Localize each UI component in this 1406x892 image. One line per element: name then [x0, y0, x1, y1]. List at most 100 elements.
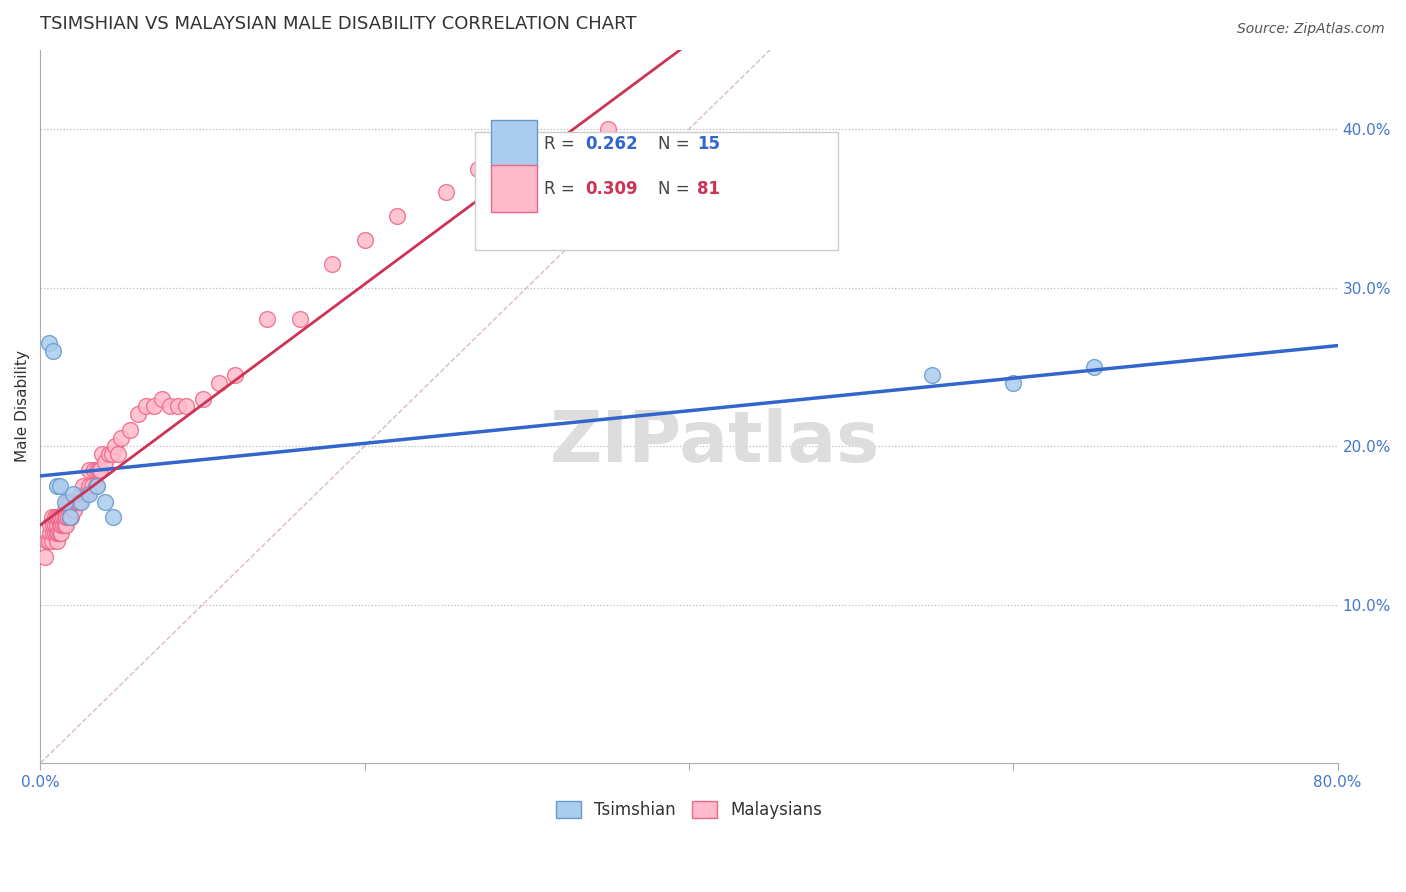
Point [45, 534, 67, 549]
Point [45, 510, 67, 524]
Point [159, 400, 181, 414]
Text: 81: 81 [697, 180, 720, 198]
Point [53, 518, 76, 533]
Point [39, 518, 62, 533]
Point [42, 518, 65, 533]
Text: Source: ZipAtlas.com: Source: ZipAtlas.com [1237, 22, 1385, 37]
Text: 0.262: 0.262 [585, 135, 638, 153]
Point [49, 518, 72, 533]
Point [353, 233, 375, 247]
Point [67, 494, 90, 508]
Point [56, 494, 79, 508]
Point [100, 447, 122, 461]
Point [41, 510, 63, 524]
Point [87, 463, 110, 477]
Text: 0.309: 0.309 [585, 180, 638, 198]
Point [38, 534, 60, 549]
Point [44, 518, 66, 533]
Point [921, 368, 943, 382]
Text: R =: R = [544, 180, 579, 198]
Point [53, 494, 76, 508]
Point [208, 376, 231, 390]
Point [49, 479, 72, 493]
Point [288, 312, 311, 326]
Point [46, 526, 69, 541]
Point [118, 423, 141, 437]
Point [42, 344, 65, 359]
Point [49, 526, 72, 541]
Point [63, 502, 86, 516]
Point [110, 431, 132, 445]
Point [385, 209, 408, 223]
Point [51, 510, 73, 524]
Point [167, 400, 190, 414]
Text: R =: R = [544, 135, 579, 153]
Point [83, 463, 105, 477]
Text: N =: N = [658, 135, 695, 153]
Y-axis label: Male Disability: Male Disability [15, 351, 30, 462]
Point [44, 526, 66, 541]
Point [65, 494, 87, 508]
Point [42, 526, 65, 541]
Point [678, 202, 700, 216]
Point [75, 486, 97, 500]
Point [150, 392, 173, 406]
Point [45, 518, 67, 533]
Point [103, 510, 125, 524]
Point [142, 400, 165, 414]
Point [45, 479, 67, 493]
Point [51, 526, 73, 541]
Point [62, 494, 84, 508]
Point [77, 486, 100, 500]
Point [41, 534, 63, 549]
Text: N =: N = [658, 180, 695, 198]
Point [56, 510, 79, 524]
Point [38, 336, 60, 351]
FancyBboxPatch shape [475, 132, 838, 250]
Point [59, 510, 82, 524]
Point [34, 550, 56, 565]
Point [191, 392, 214, 406]
Text: ZIPatlas: ZIPatlas [550, 408, 880, 476]
Point [1083, 359, 1105, 374]
Point [45, 526, 67, 541]
Legend: Tsimshian, Malaysians: Tsimshian, Malaysians [548, 795, 830, 826]
Point [70, 494, 93, 508]
Point [176, 400, 198, 414]
Point [91, 447, 114, 461]
Point [94, 455, 117, 469]
Point [66, 494, 89, 508]
Point [77, 479, 100, 493]
Point [46, 510, 69, 524]
Point [135, 400, 157, 414]
Point [52, 518, 75, 533]
Point [499, 153, 522, 168]
Point [70, 486, 93, 500]
Point [107, 447, 129, 461]
Point [55, 518, 77, 533]
Point [51, 518, 73, 533]
Point [97, 447, 120, 461]
Text: 15: 15 [697, 135, 720, 153]
Point [1002, 376, 1025, 390]
Point [52, 510, 75, 524]
Point [44, 510, 66, 524]
Point [86, 479, 108, 493]
Point [434, 186, 457, 200]
Point [53, 510, 76, 524]
Point [59, 494, 82, 508]
Point [77, 463, 100, 477]
Point [59, 510, 82, 524]
FancyBboxPatch shape [491, 120, 537, 168]
Point [321, 257, 343, 271]
Point [104, 439, 127, 453]
Text: TSIMSHIAN VS MALAYSIAN MALE DISABILITY CORRELATION CHART: TSIMSHIAN VS MALAYSIAN MALE DISABILITY C… [41, 15, 637, 33]
Point [49, 510, 72, 524]
Point [94, 494, 117, 508]
Point [55, 510, 77, 524]
Point [82, 479, 104, 493]
Point [60, 510, 83, 524]
Point [596, 122, 619, 136]
Point [256, 312, 278, 326]
Point [62, 486, 84, 500]
